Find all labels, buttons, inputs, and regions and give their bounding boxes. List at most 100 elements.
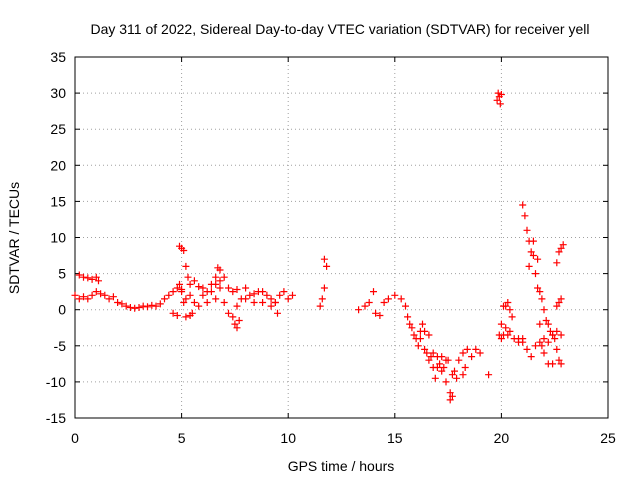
data-point <box>323 262 331 270</box>
grid-lines <box>75 57 608 418</box>
data-point <box>497 335 505 343</box>
data-point <box>180 247 188 254</box>
data-point <box>425 331 433 339</box>
data-point <box>496 100 504 108</box>
data-point <box>557 244 565 252</box>
data-point <box>182 262 190 270</box>
data-point <box>376 312 384 319</box>
data-point <box>118 300 126 308</box>
data-point <box>476 349 484 357</box>
data-point <box>534 284 542 292</box>
data-point <box>176 280 183 288</box>
data-point <box>538 342 546 350</box>
data-point <box>169 288 177 296</box>
data-point <box>414 342 422 350</box>
data-point <box>448 392 456 400</box>
data-point <box>173 284 181 292</box>
y-tick-label: 25 <box>50 121 66 137</box>
data-point <box>553 259 561 267</box>
data-point <box>259 288 267 296</box>
data-point <box>468 353 476 361</box>
data-point <box>186 280 194 288</box>
data-point <box>551 335 559 343</box>
data-point <box>453 374 461 382</box>
data-point <box>229 313 237 321</box>
data-point <box>370 288 377 296</box>
data-point <box>451 367 458 375</box>
data-point <box>472 345 480 353</box>
data-point <box>419 320 426 328</box>
data-point <box>274 309 281 317</box>
data-point <box>500 331 507 339</box>
data-point <box>216 277 224 285</box>
data-point <box>105 295 113 303</box>
data-point <box>263 291 271 299</box>
data-point <box>246 291 254 299</box>
data-point <box>553 327 561 335</box>
data-point <box>536 320 544 328</box>
data-point <box>446 389 454 397</box>
data-point <box>549 331 557 339</box>
data-point <box>494 89 502 97</box>
data-point <box>519 201 527 209</box>
data-point <box>529 252 537 259</box>
plot-frame <box>74 56 609 419</box>
data-point <box>502 302 510 310</box>
data-point <box>365 299 373 306</box>
data-point <box>271 299 279 306</box>
data-point <box>416 335 424 343</box>
data-point <box>410 331 418 339</box>
data-point <box>408 324 416 332</box>
data-point <box>225 309 232 317</box>
data-point <box>515 335 522 343</box>
data-point <box>84 295 92 303</box>
data-point <box>233 302 241 310</box>
data-point <box>461 364 469 371</box>
data-point <box>380 299 388 306</box>
data-point <box>372 309 380 317</box>
data-point <box>384 295 392 303</box>
data-point <box>259 299 267 306</box>
data-point <box>544 320 552 328</box>
data-point <box>506 327 514 335</box>
data-point <box>519 338 527 346</box>
data-point <box>92 288 100 296</box>
data-point <box>135 304 143 311</box>
data-point <box>212 295 220 303</box>
data-point <box>504 299 512 306</box>
data-point <box>540 349 548 357</box>
data-point <box>97 290 105 298</box>
data-point <box>161 295 168 303</box>
data-point <box>184 273 192 281</box>
x-tick-label: 15 <box>387 430 403 446</box>
data-point <box>542 317 550 324</box>
data-point <box>536 338 544 346</box>
y-tick-label: 20 <box>50 157 66 173</box>
data-point <box>199 291 207 299</box>
data-point <box>186 291 194 299</box>
data-point <box>448 371 456 379</box>
data-point <box>463 345 471 353</box>
data-point <box>536 288 544 296</box>
data-point <box>555 299 563 306</box>
data-point <box>459 349 467 357</box>
x-tick-label: 5 <box>178 430 186 446</box>
data-point <box>188 309 196 317</box>
data-point <box>402 302 409 310</box>
data-point <box>442 378 450 386</box>
data-point <box>214 264 222 272</box>
data-point <box>553 345 561 353</box>
data-point <box>289 291 296 299</box>
data-point <box>212 273 220 281</box>
data-point <box>267 302 275 310</box>
data-point <box>203 299 211 306</box>
data-point <box>122 302 130 310</box>
data-point <box>225 284 232 292</box>
data-point <box>355 306 363 314</box>
data-point <box>195 283 203 291</box>
data-point <box>506 306 514 314</box>
data-point <box>540 306 548 314</box>
data-point <box>75 271 83 279</box>
x-tick-label: 10 <box>280 430 296 446</box>
